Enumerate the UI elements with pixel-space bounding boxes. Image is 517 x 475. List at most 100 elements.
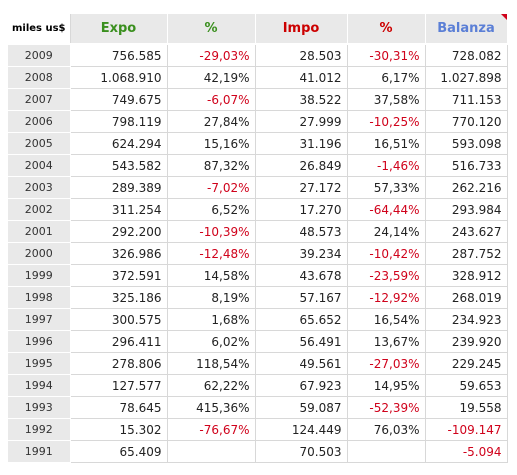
- expo-cell: 311.254: [70, 198, 168, 221]
- impo-pct-cell: 16,54%: [347, 308, 426, 331]
- table-row: 2001 292.200 -10,39% 48.573 24,14% 243.627: [8, 220, 508, 243]
- impo-cell: 17.270: [255, 198, 348, 221]
- expo-pct-cell: -76,67%: [167, 418, 256, 441]
- year-cell: 2004: [8, 154, 71, 177]
- impo-cell: 70.503: [255, 440, 348, 463]
- year-cell: 2005: [8, 132, 71, 155]
- balanza-cell: -109.147: [425, 418, 508, 441]
- impo-cell: 67.923: [255, 374, 348, 397]
- balanza-header-label: Balanza: [437, 21, 495, 36]
- expo-pct-cell: 42,19%: [167, 66, 256, 89]
- expo-pct-cell: 14,58%: [167, 264, 256, 287]
- year-cell: 2003: [8, 176, 71, 199]
- year-cell: 1998: [8, 286, 71, 309]
- balanza-cell: 243.627: [425, 220, 508, 243]
- year-cell: 2000: [8, 242, 71, 265]
- expo-pct-cell: 87,32%: [167, 154, 256, 177]
- expo-cell: 292.200: [70, 220, 168, 243]
- table-row: 2005 624.294 15,16% 31.196 16,51% 593.098: [8, 132, 508, 155]
- unit-header: miles us$: [8, 14, 71, 45]
- table-row: 1996 296.411 6,02% 56.491 13,67% 239.920: [8, 330, 508, 353]
- expo-header[interactable]: Expo: [70, 14, 168, 45]
- impo-pct-cell: 14,95%: [347, 374, 426, 397]
- expo-pct-cell: -29,03%: [167, 44, 256, 67]
- expo-pct-cell: 15,16%: [167, 132, 256, 155]
- impo-pct-cell: 24,14%: [347, 220, 426, 243]
- table-row: 1998 325.186 8,19% 57.167 -12,92% 268.019: [8, 286, 508, 309]
- expo-cell: 296.411: [70, 330, 168, 353]
- expo-pct-cell: 8,19%: [167, 286, 256, 309]
- balanza-cell: 711.153: [425, 88, 508, 111]
- year-cell: 2006: [8, 110, 71, 133]
- impo-cell: 39.234: [255, 242, 348, 265]
- impo-pct-cell: -27,03%: [347, 352, 426, 375]
- table-row: 1999 372.591 14,58% 43.678 -23,59% 328.912: [8, 264, 508, 287]
- expo-cell: 372.591: [70, 264, 168, 287]
- impo-pct-header[interactable]: %: [347, 14, 426, 45]
- balanza-cell: 1.027.898: [425, 66, 508, 89]
- balanza-cell: 593.098: [425, 132, 508, 155]
- impo-pct-cell: 6,17%: [347, 66, 426, 89]
- impo-cell: 65.652: [255, 308, 348, 331]
- expo-pct-cell: 62,22%: [167, 374, 256, 397]
- expo-pct-cell: -10,39%: [167, 220, 256, 243]
- impo-cell: 124.449: [255, 418, 348, 441]
- balanza-cell: 234.923: [425, 308, 508, 331]
- year-cell: 1997: [8, 308, 71, 331]
- expo-cell: 749.675: [70, 88, 168, 111]
- balanza-cell: 516.733: [425, 154, 508, 177]
- balanza-cell: 229.245: [425, 352, 508, 375]
- expo-pct-cell: 6,02%: [167, 330, 256, 353]
- table-row: 2008 1.068.910 42,19% 41.012 6,17% 1.027.898: [8, 66, 508, 89]
- impo-pct-cell: -10,42%: [347, 242, 426, 265]
- balanza-cell: -5.094: [425, 440, 508, 463]
- balanza-cell: 268.019: [425, 286, 508, 309]
- year-cell: 1994: [8, 374, 71, 397]
- expo-cell: 15.302: [70, 418, 168, 441]
- expo-cell: 624.294: [70, 132, 168, 155]
- expo-pct-header[interactable]: %: [167, 14, 256, 45]
- expo-pct-cell: 118,54%: [167, 352, 256, 375]
- balanza-header[interactable]: Balanza: [425, 14, 508, 45]
- expo-cell: 300.575: [70, 308, 168, 331]
- balanza-cell: 293.984: [425, 198, 508, 221]
- year-cell: 1991: [8, 440, 71, 463]
- table-row: 1995 278.806 118,54% 49.561 -27,03% 229.245: [8, 352, 508, 375]
- expo-pct-cell: 1,68%: [167, 308, 256, 331]
- impo-pct-cell: -30,31%: [347, 44, 426, 67]
- impo-cell: 48.573: [255, 220, 348, 243]
- table-row: 2007 749.675 -6,07% 38.522 37,58% 711.153: [8, 88, 508, 111]
- impo-pct-cell: [347, 440, 426, 463]
- expo-cell: 326.986: [70, 242, 168, 265]
- expo-cell: 325.186: [70, 286, 168, 309]
- impo-cell: 56.491: [255, 330, 348, 353]
- impo-cell: 41.012: [255, 66, 348, 89]
- impo-pct-cell: -10,25%: [347, 110, 426, 133]
- expo-cell: 1.068.910: [70, 66, 168, 89]
- corner-marker-icon: [500, 14, 507, 20]
- expo-cell: 78.645: [70, 396, 168, 419]
- expo-cell: 65.409: [70, 440, 168, 463]
- expo-pct-cell: 27,84%: [167, 110, 256, 133]
- table-row: 2003 289.389 -7,02% 27.172 57,33% 262.216: [8, 176, 508, 199]
- balanza-cell: 239.920: [425, 330, 508, 353]
- expo-pct-cell: -6,07%: [167, 88, 256, 111]
- impo-pct-cell: 13,67%: [347, 330, 426, 353]
- impo-cell: 31.196: [255, 132, 348, 155]
- balanza-cell: 728.082: [425, 44, 508, 67]
- year-cell: 1996: [8, 330, 71, 353]
- table-body: 2009 756.585 -29,03% 28.503 -30,31% 728.082 20…: [8, 44, 508, 463]
- expo-pct-cell: 415,36%: [167, 396, 256, 419]
- impo-pct-cell: -12,92%: [347, 286, 426, 309]
- expo-cell: 127.577: [70, 374, 168, 397]
- impo-pct-cell: 57,33%: [347, 176, 426, 199]
- impo-header[interactable]: Impo: [255, 14, 348, 45]
- year-cell: 1999: [8, 264, 71, 287]
- year-cell: 2002: [8, 198, 71, 221]
- impo-pct-cell: -64,44%: [347, 198, 426, 221]
- year-cell: 1993: [8, 396, 71, 419]
- balanza-cell: 262.216: [425, 176, 508, 199]
- table-row: 1997 300.575 1,68% 65.652 16,54% 234.923: [8, 308, 508, 331]
- trade-table: miles us$ Expo % Impo % Balanza 2009 756.…: [8, 14, 508, 463]
- expo-pct-cell: -12,48%: [167, 242, 256, 265]
